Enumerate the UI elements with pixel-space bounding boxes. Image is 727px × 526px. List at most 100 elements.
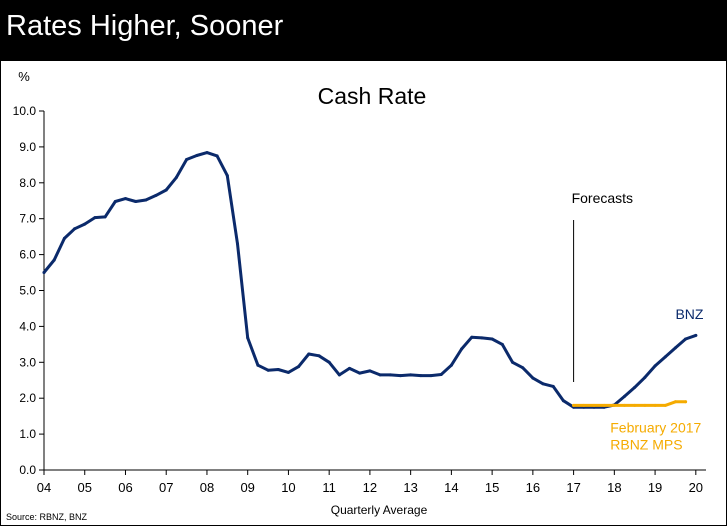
x-tick-label: 06	[118, 480, 132, 495]
series-point-1	[684, 400, 688, 404]
series-point-0	[429, 374, 433, 378]
series-point-0	[205, 151, 209, 155]
x-tick-label: 15	[485, 480, 499, 495]
series-point-0	[266, 368, 270, 372]
series-point-0	[286, 370, 290, 374]
series-point-1	[623, 403, 626, 407]
x-tick-label: 20	[689, 480, 703, 495]
x-tick-label: 10	[281, 480, 295, 495]
series-point-0	[500, 342, 504, 346]
series-point-1	[663, 403, 667, 407]
series-point-0	[663, 355, 667, 359]
series-point-0	[307, 352, 311, 356]
series-point-1	[602, 403, 606, 407]
series-point-0	[348, 366, 351, 370]
series-point-0	[511, 360, 514, 364]
series-point-0	[256, 363, 260, 367]
series-point-0	[623, 394, 626, 398]
x-tick-label: 05	[78, 480, 92, 495]
y-tick-label: 0.0	[19, 463, 36, 477]
y-tick-label: 1.0	[19, 427, 36, 441]
series-point-0	[653, 364, 657, 368]
x-tick-label: 13	[403, 480, 417, 495]
forecast-annotation: Forecasts	[572, 190, 633, 382]
series-point-1	[612, 403, 616, 407]
y-tick-label: 7.0	[19, 212, 36, 226]
chart-title: Cash Rate	[318, 83, 427, 109]
series-point-0	[154, 193, 158, 197]
header-title: Rates Higher, Sooner	[6, 10, 284, 42]
series-point-0	[449, 363, 453, 367]
source-note: Source: RBNZ, BNZ	[6, 512, 88, 522]
series-point-0	[124, 197, 127, 201]
series-point-1	[592, 403, 596, 407]
x-tick-label: 18	[607, 480, 621, 495]
y-tick-label: 4.0	[19, 319, 36, 333]
series-point-0	[103, 215, 107, 219]
x-tick-label: 17	[566, 480, 580, 495]
series-label-0: BNZ	[675, 306, 703, 322]
series-point-0	[185, 158, 189, 161]
series-point-0	[317, 354, 321, 358]
x-tick-label: 12	[363, 480, 377, 495]
series-point-0	[358, 371, 362, 375]
series-point-0	[225, 174, 229, 178]
x-axis-label: Quarterly Average	[331, 503, 428, 517]
series-point-1	[572, 403, 576, 407]
series-point-0	[684, 337, 688, 341]
forecast-label: Forecasts	[572, 190, 633, 206]
y-tick-label: 6.0	[19, 248, 36, 262]
series-point-0	[73, 227, 77, 231]
series-point-0	[174, 175, 178, 179]
series-point-0	[378, 373, 382, 377]
y-tick-label: 2.0	[19, 391, 36, 405]
x-tick-label: 07	[159, 480, 173, 495]
series-point-0	[388, 373, 392, 377]
x-tick-label: 04	[37, 480, 51, 495]
series-point-0	[460, 347, 464, 351]
x-tick-label: 14	[444, 480, 458, 495]
series-point-0	[42, 271, 46, 274]
series-point-0	[480, 336, 484, 340]
series-point-0	[327, 360, 331, 364]
series-point-0	[419, 374, 423, 378]
series-point-0	[521, 366, 525, 370]
series-point-0	[134, 200, 138, 203]
series-point-0	[276, 368, 280, 371]
y-tick-label: 3.0	[19, 355, 36, 369]
series-point-0	[694, 333, 698, 337]
series-point-1	[643, 403, 647, 407]
series-point-1	[673, 400, 677, 404]
series-point-0	[470, 335, 474, 339]
series-point-0	[52, 258, 56, 262]
y-axis-unit-label: %	[18, 69, 30, 84]
series-layer: BNZ February 2017 RBNZ MPS	[42, 151, 704, 452]
x-tick-label: 11	[322, 480, 336, 495]
series-point-0	[195, 154, 199, 157]
series-point-0	[673, 346, 677, 350]
x-tick-label: 16	[526, 480, 540, 495]
y-axis-ticks: 0.0 1.0 2.0 3.0 4.0 5.0 6.0 7.0 8.0 9.0 10.0	[13, 104, 44, 477]
series-point-0	[551, 384, 555, 388]
y-tick-label: 10.0	[13, 104, 37, 118]
series-point-0	[164, 188, 168, 192]
series-point-1	[653, 403, 657, 407]
series-point-1	[582, 403, 586, 407]
series-point-0	[368, 369, 372, 373]
y-tick-label: 9.0	[19, 140, 36, 154]
series-line-1	[572, 400, 688, 407]
series-point-0	[399, 374, 402, 378]
series-point-0	[531, 376, 535, 380]
series-point-0	[439, 373, 443, 376]
header-bar: Rates Higher, Sooner	[0, 0, 727, 60]
series-point-0	[236, 242, 239, 246]
series-point-0	[490, 337, 494, 341]
series-point-0	[215, 154, 219, 158]
series-point-0	[113, 200, 117, 203]
series-point-0	[337, 373, 341, 377]
x-tick-label: 09	[240, 480, 254, 495]
series-point-0	[643, 375, 647, 379]
y-tick-label: 5.0	[19, 284, 36, 298]
x-tick-label: 08	[200, 480, 214, 495]
